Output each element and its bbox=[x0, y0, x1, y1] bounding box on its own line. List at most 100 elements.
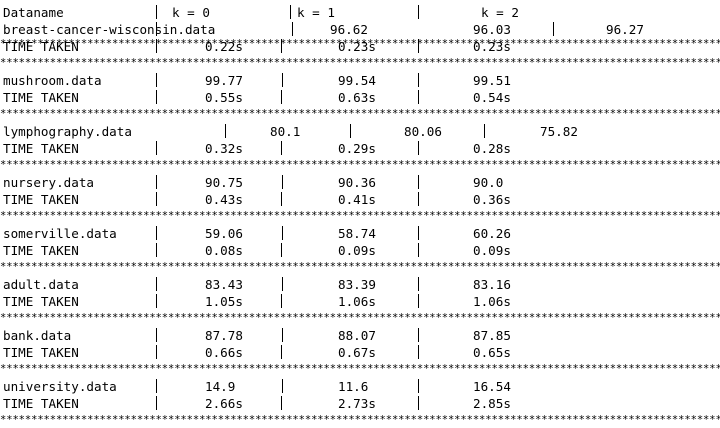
time-taken-label: TIME TAKEN bbox=[3, 294, 79, 309]
column-separator bbox=[156, 22, 157, 36]
accuracy-value: 80.1 bbox=[270, 124, 301, 139]
dataset-row: nursery.data 90.75 90.36 90.0 bbox=[0, 174, 720, 191]
column-separator bbox=[156, 345, 157, 359]
column-separator bbox=[418, 226, 419, 240]
accuracy-value: 90.75 bbox=[205, 175, 243, 190]
separator-line: ****************************************… bbox=[0, 412, 720, 428]
column-separator bbox=[418, 192, 419, 206]
column-separator bbox=[282, 379, 283, 393]
column-separator bbox=[156, 141, 157, 155]
column-separator bbox=[282, 328, 283, 342]
dataset-row: mushroom.data 99.77 99.54 99.51 bbox=[0, 72, 720, 89]
separator-line: ****************************************… bbox=[0, 36, 720, 53]
column-separator bbox=[281, 243, 282, 257]
time-value: 2.66s bbox=[205, 396, 243, 411]
accuracy-value: 96.62 bbox=[330, 22, 368, 37]
accuracy-value: 96.03 bbox=[473, 22, 511, 37]
header-dataname: Dataname bbox=[3, 5, 64, 20]
accuracy-value: 80.06 bbox=[404, 124, 442, 139]
time-row: TIME TAKEN 0.22s 0.23s 0.23s bbox=[0, 38, 720, 55]
accuracy-value: 83.39 bbox=[338, 277, 376, 292]
separator-text: ****************************************… bbox=[0, 261, 720, 273]
accuracy-value: 60.26 bbox=[473, 226, 511, 241]
dataset-row: university.data 14.9 11.6 16.54 bbox=[0, 378, 720, 395]
time-value: 0.22s bbox=[205, 39, 243, 54]
column-separator bbox=[156, 90, 157, 104]
separator-line: ****************************************… bbox=[0, 208, 720, 225]
separator-text: ****************************************… bbox=[0, 38, 720, 50]
column-separator bbox=[156, 73, 157, 87]
time-value: 0.54s bbox=[473, 90, 511, 105]
accuracy-value: 58.74 bbox=[338, 226, 376, 241]
column-separator bbox=[282, 277, 283, 291]
column-separator bbox=[281, 90, 282, 104]
dataset-name: breast-cancer-wisconsin.data bbox=[3, 22, 216, 37]
column-separator bbox=[282, 226, 283, 240]
time-row: TIME TAKEN 0.55s 0.63s 0.54s bbox=[0, 89, 720, 106]
separator-line: ****************************************… bbox=[0, 55, 720, 72]
column-separator bbox=[281, 396, 282, 410]
dataset-name: adult.data bbox=[3, 277, 79, 292]
time-taken-label: TIME TAKEN bbox=[3, 243, 79, 258]
column-separator bbox=[156, 226, 157, 240]
time-value: 2.73s bbox=[338, 396, 376, 411]
column-separator bbox=[418, 277, 419, 291]
time-value: 0.28s bbox=[473, 141, 511, 156]
dataset-name: mushroom.data bbox=[3, 73, 102, 88]
column-separator bbox=[418, 379, 419, 393]
time-value: 0.36s bbox=[473, 192, 511, 207]
time-value: 0.43s bbox=[205, 192, 243, 207]
column-separator bbox=[350, 124, 351, 138]
accuracy-value: 16.54 bbox=[473, 379, 511, 394]
column-separator bbox=[156, 192, 157, 206]
dataset-name: nursery.data bbox=[3, 175, 94, 190]
separator-text: ****************************************… bbox=[0, 57, 720, 69]
column-separator bbox=[418, 5, 419, 19]
column-separator bbox=[281, 192, 282, 206]
dataset-row: somerville.data 59.06 58.74 60.26 bbox=[0, 225, 720, 242]
dataset-row: bank.data 87.78 88.07 87.85 bbox=[0, 327, 720, 344]
column-separator bbox=[418, 90, 419, 104]
column-separator bbox=[418, 141, 419, 155]
column-separator bbox=[418, 396, 419, 410]
column-separator bbox=[553, 22, 554, 36]
dataset-row: breast-cancer-wisconsin.data 96.62 96.03 96… bbox=[0, 21, 720, 38]
accuracy-value: 87.85 bbox=[473, 328, 511, 343]
time-value: 2.85s bbox=[473, 396, 511, 411]
column-separator bbox=[292, 22, 293, 36]
accuracy-value: 99.77 bbox=[205, 73, 243, 88]
column-separator bbox=[418, 73, 419, 87]
accuracy-value: 90.36 bbox=[338, 175, 376, 190]
separator-text: ****************************************… bbox=[0, 414, 720, 426]
time-row: TIME TAKEN 0.66s 0.67s 0.65s bbox=[0, 344, 720, 361]
column-separator bbox=[156, 396, 157, 410]
time-value: 0.08s bbox=[205, 243, 243, 258]
header-k2: k = 2 bbox=[481, 5, 519, 20]
column-separator bbox=[156, 243, 157, 257]
accuracy-value: 14.9 bbox=[205, 379, 236, 394]
time-value: 0.09s bbox=[473, 243, 511, 258]
time-row: TIME TAKEN 0.32s 0.29s 0.28s bbox=[0, 140, 720, 157]
accuracy-value: 90.0 bbox=[473, 175, 504, 190]
separator-line: ****************************************… bbox=[0, 310, 720, 327]
column-separator bbox=[156, 328, 157, 342]
column-separator bbox=[290, 5, 291, 19]
dataset-name: bank.data bbox=[3, 328, 72, 343]
column-separator bbox=[156, 294, 157, 308]
time-value: 1.05s bbox=[205, 294, 243, 309]
accuracy-value: 87.78 bbox=[205, 328, 243, 343]
column-separator bbox=[156, 379, 157, 393]
time-value: 0.32s bbox=[205, 141, 243, 156]
column-separator bbox=[282, 175, 283, 189]
column-separator bbox=[156, 39, 157, 53]
time-taken-label: TIME TAKEN bbox=[3, 345, 79, 360]
accuracy-value: 59.06 bbox=[205, 226, 243, 241]
time-value: 1.06s bbox=[473, 294, 511, 309]
dataset-row: lymphography.data 80.1 80.06 75.82 bbox=[0, 123, 720, 140]
time-taken-label: TIME TAKEN bbox=[3, 141, 79, 156]
column-separator bbox=[156, 277, 157, 291]
time-value: 0.09s bbox=[338, 243, 376, 258]
column-separator bbox=[281, 141, 282, 155]
time-row: TIME TAKEN 1.05s 1.06s 1.06s bbox=[0, 293, 720, 310]
dataset-name: lymphography.data bbox=[3, 124, 132, 139]
